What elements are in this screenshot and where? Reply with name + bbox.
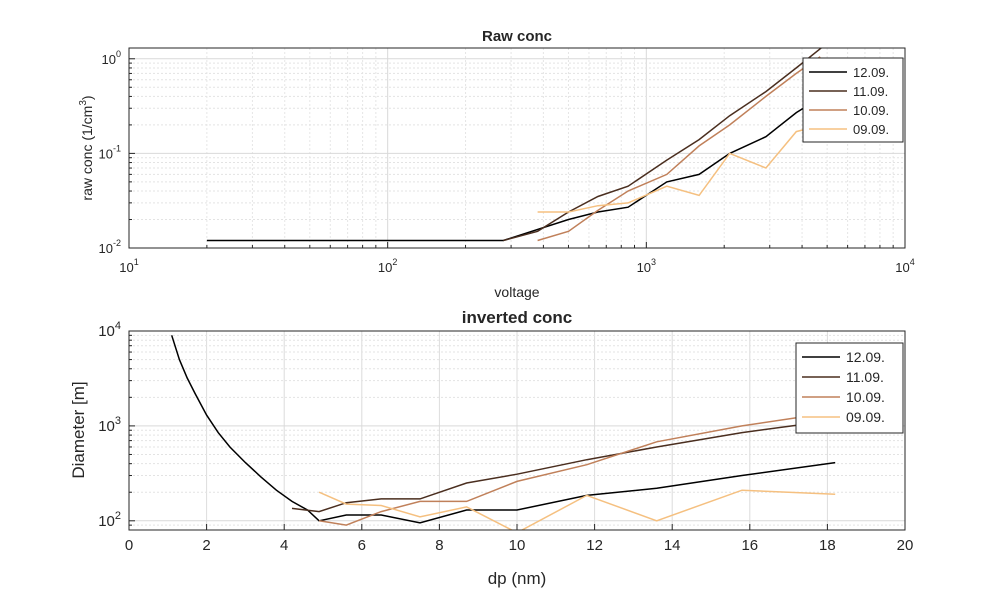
series-line-11-09 [503,48,823,242]
series-line-11-09 [291,419,836,513]
legend-entry-label: 09.09. [846,409,885,425]
x-tick-label: 101 [119,257,138,275]
x-tick-label: 2 [202,537,210,554]
raw-conc-ylabel: raw conc (1/cm3) [78,95,95,200]
legend-entry-label: 12.09. [846,349,885,365]
y-tick-label: 103 [98,415,121,435]
raw-conc-series [206,48,823,242]
series-line-09-09 [537,124,823,213]
x-tick-label: 20 [897,537,914,554]
x-tick-label: 6 [358,537,366,554]
legend-entry-label: 11.09. [846,369,884,385]
series-line-12-09 [206,95,823,242]
raw-conc-grid [128,48,906,249]
raw-conc-xlabel: voltage [494,284,539,300]
legend-entry-label: 10.09. [846,389,885,405]
raw-conc-legend: 12.09. 11.09. 10.09. 09.09. [802,57,904,143]
x-tick-label: 14 [664,537,681,554]
x-tick-label: 10 [509,537,526,554]
raw-conc-ylabel-end: ) [79,95,95,100]
inverted-conc-legend: 12.09. 11.09. 10.09. 09.09. [795,342,904,434]
inverted-conc-ylabel: Diameter [m] [69,381,88,478]
legend-entry-label: 10.09. [853,103,889,118]
inverted-conc-ticks: 0 2 4 6 8 10 12 14 16 18 20 102 103 104 [98,320,913,554]
x-tick-label: 16 [741,537,758,554]
y-tick-label: 10-2 [99,238,121,256]
x-tick-label: 8 [435,537,443,554]
series-line-10-09 [318,411,836,526]
legend-entry-label: 09.09. [853,122,889,137]
series-line-12-09 [170,335,836,524]
x-tick-label: 12 [586,537,603,554]
raw-conc-axes-box [128,47,906,249]
x-tick-label: 4 [280,537,288,554]
y-tick-label: 104 [98,320,121,340]
inverted-conc-panel: inverted conc 0 2 4 6 8 10 12 14 16 18 20 102 103 104… [69,308,913,588]
x-tick-label: 104 [895,257,914,275]
x-tick-label: 102 [378,257,397,275]
inverted-conc-title: inverted conc [462,308,573,327]
legend-entry-label: 12.09. [853,65,889,80]
y-tick-label: 10-1 [99,143,121,161]
inverted-conc-xlabel: dp (nm) [488,569,547,588]
series-line-10-09 [537,56,821,242]
x-tick-label: 18 [819,537,836,554]
y-tick-label: 100 [102,49,121,67]
inverted-conc-grid [128,330,906,531]
raw-conc-title: Raw conc [482,28,552,45]
legend-box [795,342,904,434]
x-tick-label: 103 [637,257,656,275]
x-tick-label: 0 [125,537,133,554]
raw-conc-ticks: 101 102 103 104 10-2 10-1 100 [99,49,915,275]
y-tick-label: 102 [98,510,121,530]
raw-conc-panel: Raw conc 101 102 103 104 10-2 10-1 100 voltage… [78,28,915,300]
legend-entry-label: 11.09. [853,84,888,99]
raw-conc-ylabel-superscript: 3 [78,100,89,106]
series-line-09-09 [318,489,836,530]
inverted-conc-series [170,335,836,530]
